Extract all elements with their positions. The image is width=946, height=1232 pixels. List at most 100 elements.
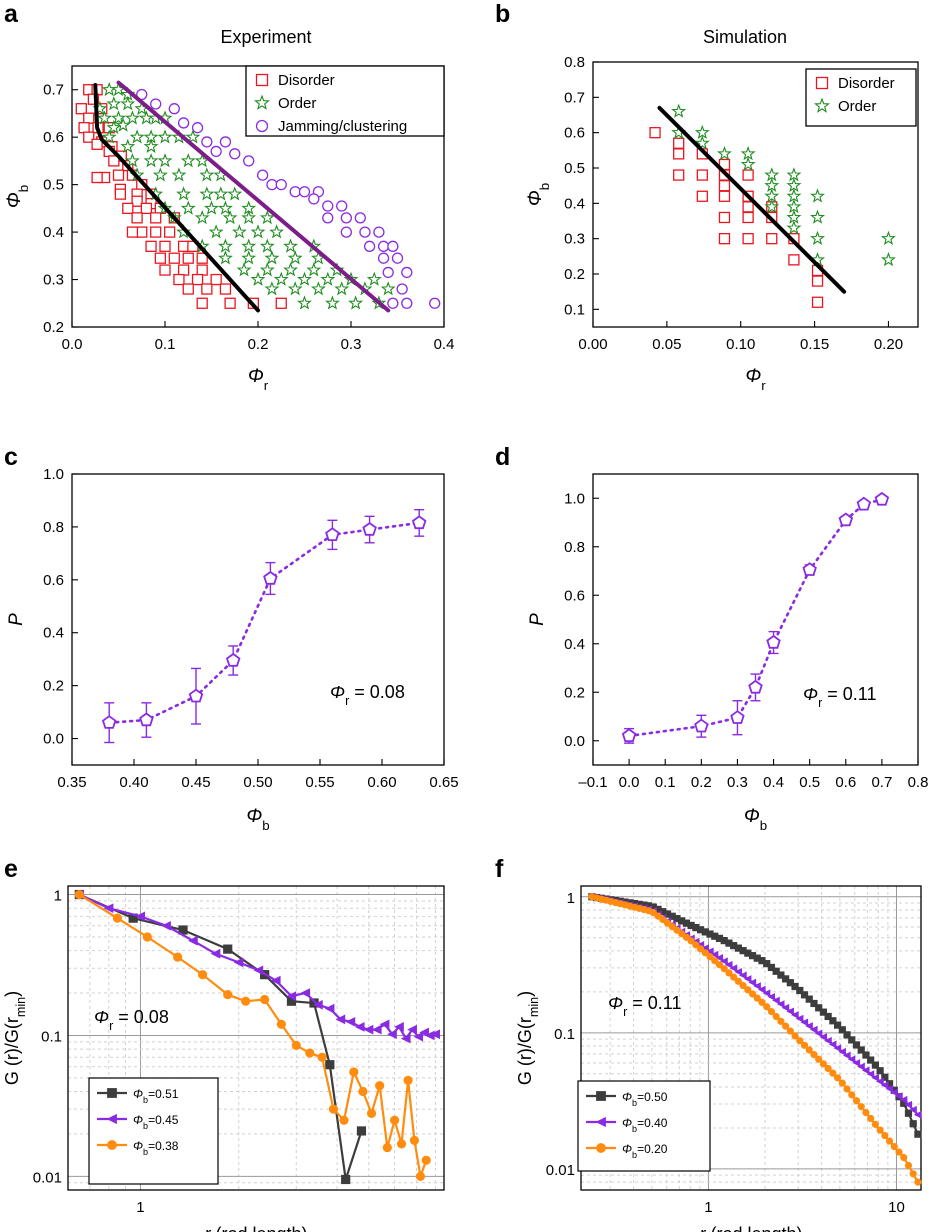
e-data-point [371,1024,382,1035]
d-data-point [621,728,637,743]
e-data-point [161,920,171,931]
e-data-point [335,1014,346,1025]
a-legend-marker [255,73,269,87]
e-data-point [349,1067,359,1077]
a-point-circle [354,212,366,224]
f-data-point [805,1046,813,1054]
b-point-star [671,103,687,118]
e-data-point [354,1022,365,1032]
e-data-point [356,1126,367,1136]
f-data-point [800,1018,809,1027]
f-data-point [881,1073,889,1081]
a-point-square [75,103,87,115]
a-point-star [171,167,187,182]
d-y-axis-label: P [527,613,548,626]
c-ytick-label: 0.6 [43,572,64,589]
f-data-point [866,1070,875,1078]
b-point-square [718,190,731,202]
e-data-point [375,1081,385,1091]
f-data-point [673,926,681,934]
a-point-star [227,186,243,201]
f-plot-frame [580,885,922,1191]
f-data-point [852,1097,861,1105]
a-point-star [241,209,257,225]
f-data-point [824,1036,832,1045]
f-data-point [696,945,705,953]
f-data-point [776,1000,785,1008]
f-data-point [894,1092,903,1100]
f-data-point [711,957,719,965]
c-ytick-label: 0.8 [43,519,64,536]
e-data-point [430,1029,441,1040]
d-data-point [838,512,854,527]
f-data-point [824,1064,832,1073]
a-point-square [145,240,157,252]
b-point-square [766,233,778,245]
a-point-star [213,186,229,201]
e-data-point [313,999,323,1010]
f-data-point [654,912,662,920]
a-point-circle [322,212,334,224]
e-xtick-label: 1 [136,1199,144,1216]
e-data-point [339,1115,349,1125]
c-annotation-value: = 0.08 [349,682,405,702]
f-data-point [843,1085,851,1093]
e-legend-value: =0.51 [148,1087,179,1101]
a-point-square [154,252,167,264]
e-data-point [382,1142,392,1153]
f-data-point [758,998,766,1006]
a-point-square [182,283,194,295]
a-point-square [224,297,236,309]
e-legend-marker [106,1113,117,1125]
a-point-square [163,226,176,238]
b-ytick-label: 0.2 [564,266,585,283]
e-data-point [241,996,251,1006]
b-point-square [742,169,754,181]
a-point-star [143,138,159,153]
f-xlabel-var: r [699,1224,706,1232]
e-legend-label: Φb=0.51 [133,1087,179,1105]
a-xtick-label: 0.3 [341,336,362,353]
f-legend-label: Φb=0.40 [622,1116,668,1134]
panel-label-c: c [4,443,18,471]
f-data-point [810,1050,818,1059]
a-point-circle [340,212,353,224]
f-data-point [871,1061,879,1069]
a-point-circle [256,169,269,181]
f-ytick-label: 0.1 [554,1026,575,1043]
f-data-point [705,947,714,956]
f-xlabel-rest: (rod length) [705,1224,802,1232]
a-point-square [191,273,204,286]
b-point-star [786,177,802,192]
a-point-star [250,271,266,286]
f-data-point [687,937,695,945]
f-data-point [819,1033,828,1041]
b-ytick-label: 0.5 [564,160,585,177]
f-legend-sub: b [632,1124,637,1134]
a-point-star [194,209,210,225]
a-point-star [236,262,252,277]
d-plot-frame [592,473,919,766]
e-data-point [276,1019,286,1029]
c-xtick-label: 0.65 [429,774,458,791]
b-xtick-label: 0.20 [874,336,903,353]
e-data-point [210,948,221,959]
b-xtick-label: 0.05 [652,336,681,353]
f-data-point [678,930,686,938]
a-point-circle [363,240,376,252]
a-point-square [173,273,185,286]
e-data-point [415,1171,426,1181]
a-ytick-label: 0.3 [43,272,64,289]
b-ylabel-sub: b [537,183,552,190]
f-data-point [724,960,733,969]
f-data-point [720,957,728,966]
f-data-point [885,1084,894,1093]
c-data-point [139,712,154,727]
f-data-point [668,923,676,931]
a-boundary-line [93,83,260,313]
c-series-line [107,521,421,724]
c-data-point [225,652,241,667]
f-legend-marker [595,1116,606,1128]
a-ytick-label: 0.6 [43,129,64,146]
d-xtick-label: 0.4 [763,774,784,791]
